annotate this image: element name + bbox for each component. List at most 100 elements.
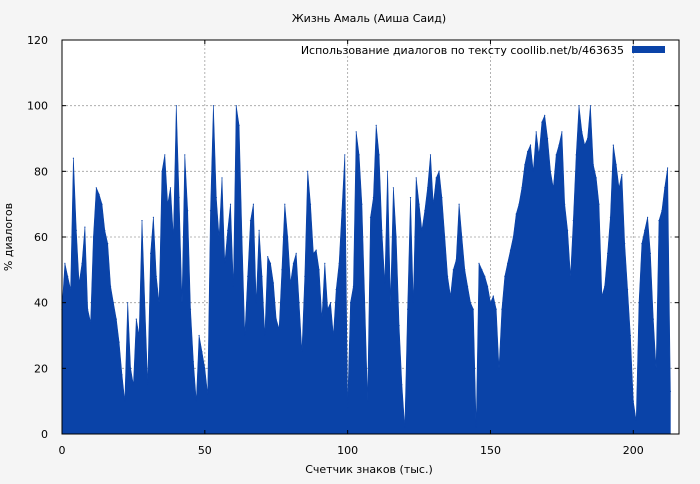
y-tick-label: 0	[41, 428, 48, 441]
data-point	[289, 282, 292, 284]
x-tick-label: 150	[480, 444, 501, 457]
data-point	[521, 187, 523, 189]
data-point	[535, 131, 537, 133]
data-point	[347, 407, 349, 409]
data-point	[392, 187, 394, 189]
data-point	[181, 302, 183, 304]
data-point	[64, 262, 66, 264]
data-point	[527, 151, 529, 153]
data-point	[509, 249, 512, 251]
data-point	[421, 229, 423, 231]
data-point	[472, 308, 474, 310]
data-point	[95, 187, 97, 189]
data-point	[118, 341, 120, 343]
data-point	[644, 229, 646, 231]
data-point	[327, 308, 329, 310]
data-point	[92, 236, 94, 238]
data-point	[267, 256, 269, 258]
data-point	[209, 210, 212, 212]
data-point	[538, 154, 540, 156]
data-point	[384, 282, 386, 284]
data-point	[575, 154, 577, 156]
data-point	[150, 252, 152, 254]
data-point	[475, 426, 477, 428]
data-point	[504, 275, 506, 277]
data-point	[229, 203, 232, 205]
data-point	[627, 288, 629, 291]
data-point	[615, 164, 617, 166]
data-point	[427, 187, 429, 189]
data-point	[547, 137, 549, 140]
data-point	[138, 334, 140, 337]
y-tick-label: 20	[34, 362, 48, 375]
data-point	[389, 302, 392, 304]
data-point	[195, 400, 197, 402]
data-point	[375, 124, 377, 126]
data-point	[341, 210, 343, 212]
data-point	[172, 236, 174, 238]
data-point	[324, 262, 326, 264]
y-tick-label: 60	[34, 231, 48, 244]
data-point	[101, 203, 103, 205]
data-point	[75, 229, 77, 231]
data-point	[478, 262, 480, 264]
data-point	[621, 174, 623, 176]
x-tick-label: 50	[198, 444, 212, 457]
data-point	[489, 302, 492, 304]
data-point	[369, 216, 372, 218]
data-point	[561, 131, 563, 133]
data-point	[112, 302, 114, 304]
chart-title: Жизнь Амаль (Аиша Саид)	[292, 12, 446, 25]
data-point	[529, 144, 532, 146]
data-point	[175, 105, 177, 107]
legend-label: Использование диалогов по тексту coollib…	[301, 44, 624, 57]
data-point	[275, 318, 277, 320]
data-point	[232, 285, 234, 287]
data-point	[669, 390, 672, 392]
data-point	[447, 275, 449, 277]
data-point	[258, 229, 260, 231]
data-point	[469, 302, 472, 304]
data-point	[198, 334, 200, 337]
data-point	[70, 288, 72, 291]
legend-swatch	[632, 46, 665, 53]
data-point	[372, 197, 374, 199]
data-point	[532, 170, 534, 172]
series-layer	[61, 105, 672, 435]
data-point	[124, 400, 126, 402]
data-point	[235, 105, 237, 107]
data-point	[589, 105, 592, 107]
data-point	[110, 285, 112, 287]
data-point	[135, 318, 137, 320]
data-point	[218, 236, 220, 238]
data-point	[592, 164, 594, 166]
data-point	[395, 236, 397, 238]
data-point	[409, 197, 412, 199]
data-point	[115, 318, 117, 320]
y-tick-label: 80	[34, 165, 48, 178]
data-point	[555, 154, 557, 156]
data-point	[467, 285, 469, 287]
data-point	[72, 157, 74, 159]
data-point	[329, 302, 332, 304]
data-point	[464, 269, 466, 271]
data-point	[481, 269, 483, 271]
data-point	[381, 229, 383, 231]
data-point	[169, 187, 172, 189]
data-point	[309, 203, 312, 205]
data-point	[667, 167, 669, 169]
data-point	[301, 351, 303, 353]
data-point	[578, 105, 580, 107]
data-point	[432, 203, 434, 205]
data-point	[652, 318, 654, 320]
data-point	[304, 275, 306, 277]
data-point	[67, 275, 69, 277]
data-point	[607, 252, 609, 254]
data-point	[364, 302, 366, 304]
data-point	[249, 220, 252, 222]
data-point	[649, 252, 652, 254]
data-point	[398, 325, 400, 327]
data-point	[184, 154, 186, 156]
data-point	[487, 285, 489, 287]
